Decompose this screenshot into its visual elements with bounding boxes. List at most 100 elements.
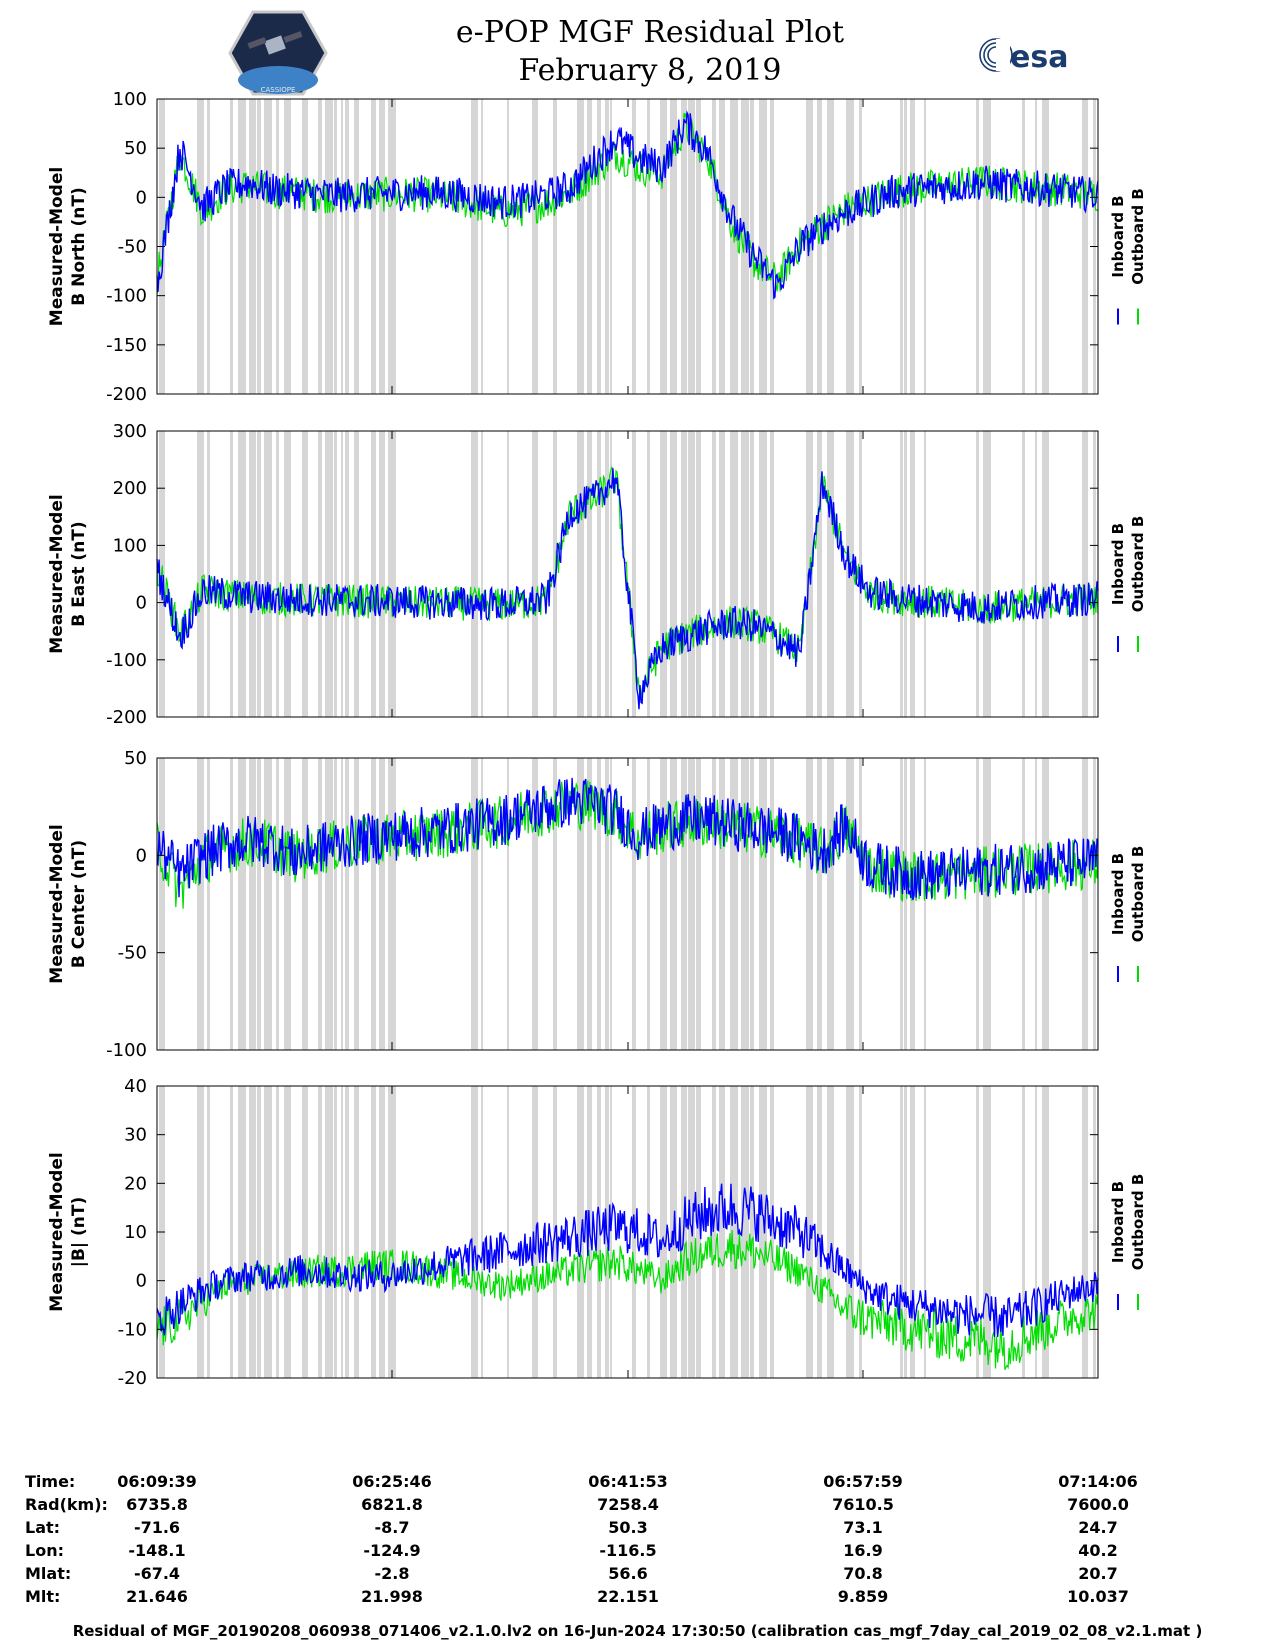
data-gap-stripe (904, 1086, 907, 1378)
y-axis-label: Measured-Model |B| (nT) (47, 1152, 89, 1311)
ephemeris-cell: 10.037 (1067, 1587, 1129, 1606)
data-gap-stripe (770, 758, 774, 1050)
data-gap-stripe (904, 431, 907, 717)
y-axis-label: Measured-Model B East (nT) (47, 494, 89, 653)
data-gap-stripe (249, 758, 256, 1050)
data-gap-stripe (238, 1086, 246, 1378)
data-gap-stripe (730, 1086, 738, 1378)
title-line-2: February 8, 2019 (518, 53, 782, 88)
data-gap-stripe (1093, 758, 1096, 1050)
legend: Inboard B Outboard B (1109, 188, 1147, 325)
data-gap-stripe (741, 758, 749, 1050)
legend-outboard-label: Outboard B (1129, 516, 1147, 613)
data-gap-stripe (859, 758, 862, 1050)
y-tick-label: 100 (113, 535, 147, 556)
data-gap-stripe (983, 758, 991, 1050)
data-gap-stripe (976, 431, 979, 717)
inboard-series-line (156, 468, 1099, 710)
data-gap-stripe (976, 1086, 979, 1378)
data-gap-stripe (341, 758, 343, 1050)
ephemeris-row: Mlat: -67.4 -2.8 56.6 70.8 20.7 (0, 1564, 1275, 1588)
ephemeris-cell: 56.6 (608, 1564, 648, 1583)
data-gap-stripe (238, 758, 246, 1050)
inboard-series-line (156, 777, 1099, 900)
ephemeris-cell: 06:09:39 (117, 1472, 197, 1491)
data-gap-stripe (207, 1086, 210, 1378)
ephemeris-cell: 50.3 (608, 1518, 648, 1537)
data-gap-stripes (159, 758, 1096, 1050)
legend-outboard-label: Outboard B (1129, 188, 1147, 285)
data-gap-stripe (230, 99, 233, 394)
data-gap-stripe (388, 431, 396, 717)
y-tick-label: -10 (118, 1319, 147, 1340)
data-gap-stripe (1082, 758, 1088, 1050)
y-tick-label: 0 (136, 187, 147, 208)
data-gap-stripe (632, 758, 636, 1050)
data-gap-stripe (759, 1086, 767, 1378)
data-gap-stripe (1035, 758, 1037, 1050)
data-gap-stripe (238, 99, 246, 394)
cassiope-logo-text: CASSIOPE (261, 86, 296, 94)
data-gap-stripe (318, 431, 322, 717)
data-gap-stripe (827, 1086, 834, 1378)
esa-logo: esa (979, 38, 1068, 75)
y-tick-label: 50 (124, 748, 147, 769)
legend-inboard-label: Inboard B (1109, 523, 1127, 605)
data-gap-stripe (597, 99, 601, 394)
outboard-series-line (156, 780, 1099, 909)
data-gap-stripe (197, 431, 204, 717)
ephemeris-row-label: Mlat: (25, 1564, 72, 1583)
data-gap-stripe (924, 1086, 926, 1378)
data-gap-stripe (597, 1086, 601, 1378)
data-gap-stripe (610, 1086, 612, 1378)
data-gap-stripe (318, 99, 322, 394)
data-gap-stripe (388, 99, 396, 394)
data-gap-stripe (577, 431, 584, 717)
data-gap-stripe (806, 758, 813, 1050)
ephemeris-row-label: Mlt: (25, 1587, 61, 1606)
data-gap-stripe (341, 431, 343, 717)
data-gap-stripe (334, 1086, 337, 1378)
data-gap-stripe (507, 99, 509, 394)
data-gap-stripe (264, 758, 272, 1050)
y-tick-label: 30 (124, 1125, 147, 1146)
plot-frame (156, 757, 1099, 1051)
data-gap-stripe (910, 1086, 915, 1378)
data-gap-stripe (284, 431, 291, 717)
data-gap-stripe (696, 99, 701, 394)
data-gap-stripe (605, 758, 609, 1050)
y-tick-label: 10 (124, 1222, 147, 1243)
data-gap-stripe (345, 1086, 349, 1378)
data-gap-stripe (230, 758, 233, 1050)
data-gap-stripe (334, 758, 337, 1050)
y-tick-label: -100 (106, 1040, 147, 1061)
data-gap-stripe (719, 1086, 725, 1378)
ephemeris-cell: 06:25:46 (352, 1472, 432, 1491)
ephemeris-cell: -71.6 (133, 1518, 181, 1537)
ephemeris-cell: 24.7 (1078, 1518, 1118, 1537)
plot-frame (156, 430, 1099, 718)
data-gap-stripe (924, 99, 926, 394)
ephemeris-cell: -67.4 (133, 1564, 181, 1583)
data-gap-stripe (264, 1086, 272, 1378)
data-gap-stripe (719, 99, 725, 394)
data-gap-stripe (1082, 99, 1088, 394)
data-gap-stripe (276, 99, 279, 394)
data-gap-stripe (481, 431, 483, 717)
data-gap-stripe (284, 99, 291, 394)
y-tick-label: -20 (118, 1368, 147, 1389)
data-gap-stripe (354, 758, 359, 1050)
data-gap-stripe (507, 758, 509, 1050)
ephemeris-cell: 06:41:53 (588, 1472, 668, 1491)
y-tick-label: -200 (106, 384, 147, 405)
chart-panel-1: 100 50 0 -50 -100 -150 -200 Measured-Model B Nor… (47, 89, 1147, 405)
data-gap-stripe (249, 431, 256, 717)
data-gap-stripe (249, 1086, 256, 1378)
ephemeris-row: Time: 06:09:39 06:25:46 06:41:53 06:57:59 07:… (0, 1472, 1275, 1496)
data-gap-stripe (587, 431, 592, 717)
data-gap-stripe (1022, 758, 1025, 1050)
y-tick-label: 0 (136, 845, 147, 866)
data-gap-stripe (284, 758, 291, 1050)
data-gap-stripe (532, 758, 538, 1050)
data-gap-stripe (553, 758, 557, 1050)
